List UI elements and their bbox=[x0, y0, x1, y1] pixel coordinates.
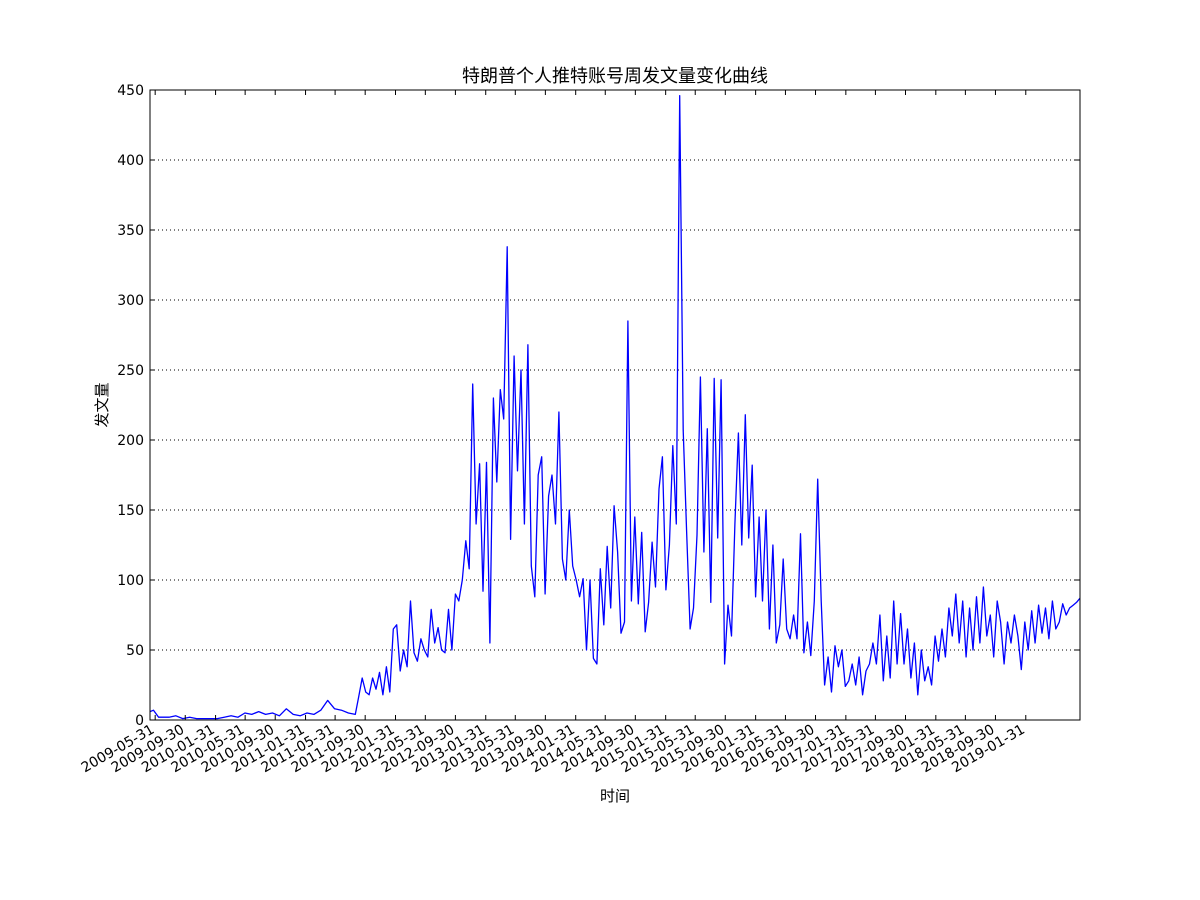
y-axis-label: 发文量 bbox=[93, 382, 111, 427]
series-layer bbox=[149, 94, 1081, 720]
y-tick-label: 50 bbox=[126, 643, 144, 659]
x-axis-label: 时间 bbox=[600, 787, 630, 805]
y-tick-label: 250 bbox=[117, 363, 144, 379]
grid-lines bbox=[150, 159, 1080, 651]
y-tick-label: 150 bbox=[117, 503, 144, 519]
chart-title: 特朗普个人推特账号周发文量变化曲线 bbox=[462, 66, 768, 87]
y-tick-label: 400 bbox=[117, 153, 144, 169]
y-axis-ticks: 0 50 100 150 200 250 300 350 400 450 bbox=[117, 83, 1080, 729]
y-tick-label: 350 bbox=[117, 223, 144, 239]
y-tick-label: 450 bbox=[117, 83, 144, 99]
x-axis-ticks: 2009-05-312009-09-302010-01-312010-05-31… bbox=[79, 90, 1028, 776]
y-tick-label: 300 bbox=[117, 293, 144, 309]
y-tick-label: 200 bbox=[117, 433, 144, 449]
series-line bbox=[149, 94, 1081, 720]
y-tick-label: 0 bbox=[135, 713, 144, 729]
plot-frame bbox=[149, 89, 1081, 721]
y-tick-label: 100 bbox=[117, 573, 144, 589]
